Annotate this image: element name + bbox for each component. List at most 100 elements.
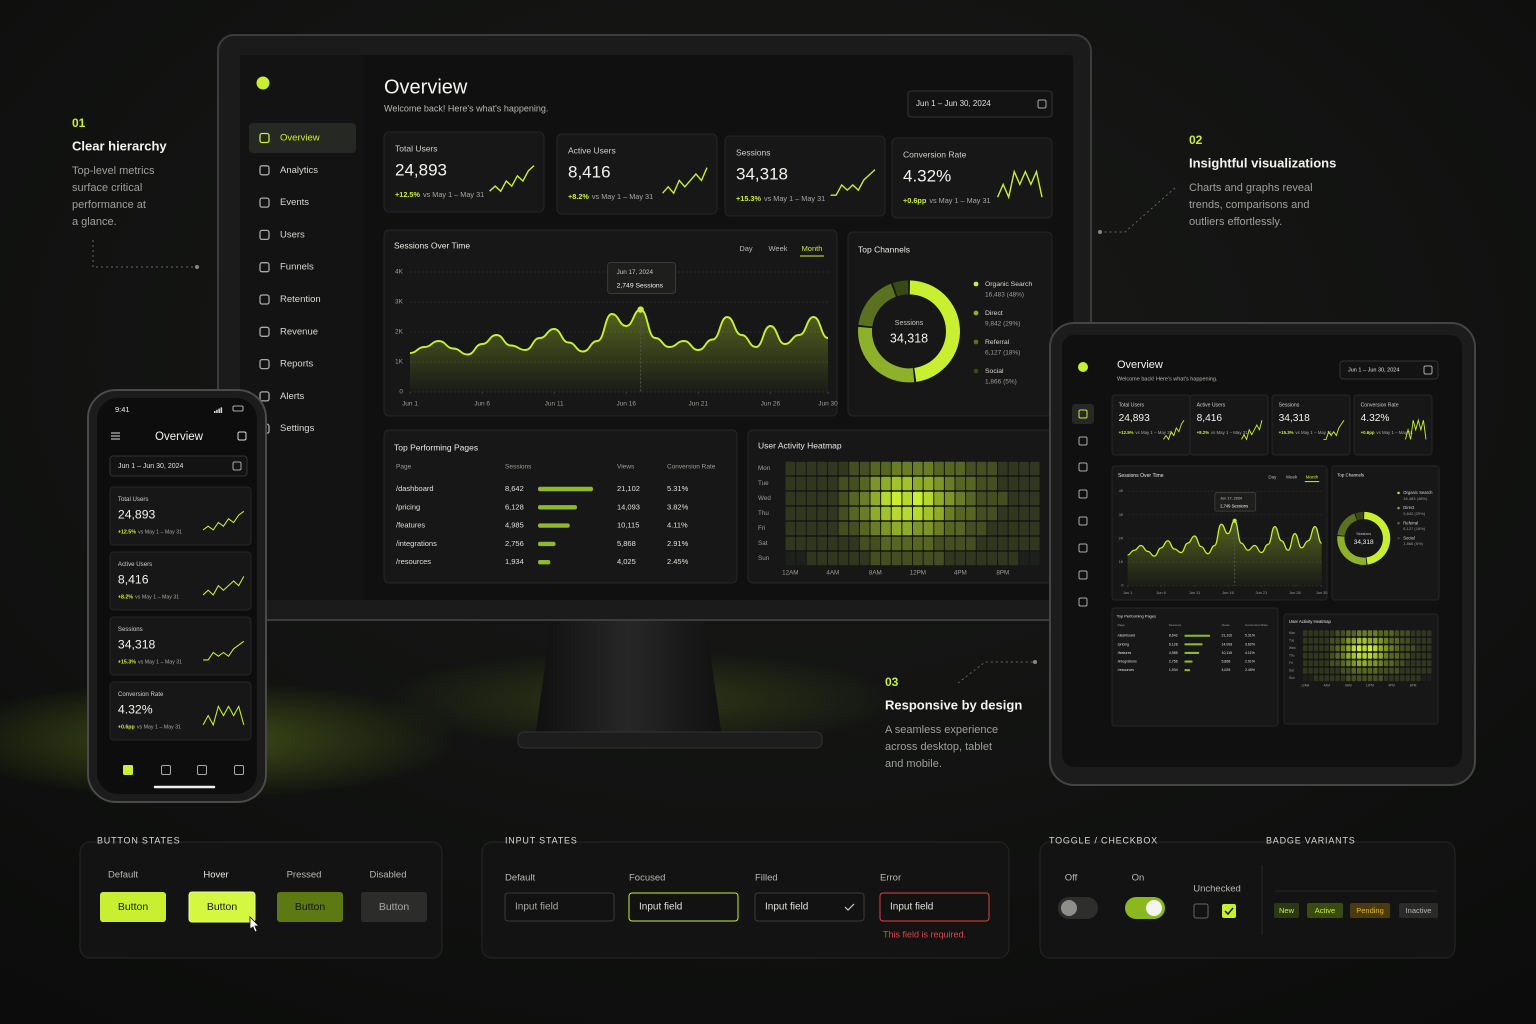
leader-dot [1098, 230, 1102, 234]
heat-cell [923, 506, 934, 521]
nav-icon [259, 197, 270, 208]
heat-cell [1410, 660, 1416, 667]
heat-cell [1427, 667, 1432, 674]
kpi-change-value: +12.5% [118, 530, 136, 536]
table-cell: 21,102 [1222, 634, 1233, 638]
badge [1274, 903, 1299, 918]
button[interactable] [277, 892, 343, 922]
heat-cell [902, 551, 912, 566]
nav-item[interactable]: Analytics [280, 165, 318, 176]
heat-cell [838, 536, 849, 551]
heat-cell [902, 506, 912, 521]
heat-cell [1405, 667, 1410, 674]
nav-icon [1078, 436, 1088, 446]
nav-item[interactable]: Settings [280, 423, 315, 434]
heat-cell [1378, 652, 1383, 659]
chart-tab[interactable]: Week [1286, 475, 1298, 480]
checkbox-checked[interactable] [1222, 904, 1236, 918]
kpi-value: 4.32% [903, 166, 951, 185]
kpi-period: vs May 1 – May 31 [138, 660, 182, 666]
date-picker[interactable] [1339, 360, 1439, 380]
nav-item[interactable]: Users [280, 229, 305, 240]
heat-cell [849, 491, 859, 506]
x-tick-label: Jun 16 [1222, 590, 1234, 595]
table-cell: 6,128 [505, 502, 524, 511]
day-label: Fri [1289, 661, 1293, 665]
heat-cell [934, 506, 944, 521]
chart-tab[interactable]: Month [802, 244, 823, 253]
nav-item[interactable]: Alerts [280, 391, 305, 402]
heat-cell [838, 491, 849, 506]
heat-cell [1303, 645, 1308, 652]
heat-cell [1303, 667, 1308, 674]
heat-cell [849, 551, 859, 566]
nav-item[interactable]: Events [280, 197, 309, 208]
nav-item[interactable]: Reports [280, 359, 314, 370]
date-picker[interactable] [907, 90, 1053, 118]
nav-icon [1078, 462, 1088, 472]
chart-tab[interactable]: Week [768, 244, 787, 253]
table-cell: 1,934 [505, 557, 524, 566]
annotation-text: surface critical [72, 182, 142, 194]
nav-item[interactable]: Retention [280, 294, 321, 305]
button[interactable] [100, 892, 166, 922]
heat-cell [1324, 675, 1329, 682]
heat-cell [870, 461, 881, 476]
chart-title: Top Channels [858, 244, 910, 254]
day-label: Tue [1289, 639, 1295, 643]
annotation-text: Charts and graphs reveal [1189, 182, 1313, 194]
hour-label: 4AM [826, 570, 839, 577]
heat-cell [1313, 645, 1319, 652]
heat-cell [1383, 645, 1389, 652]
chart-tab[interactable]: Day [1268, 475, 1277, 480]
input-field[interactable] [628, 892, 739, 922]
button[interactable] [361, 892, 427, 922]
heat-cell [1324, 630, 1329, 637]
kpi-value: 8,416 [118, 572, 149, 586]
nav-item[interactable]: Overview [280, 133, 320, 144]
table-header: Sessions [1169, 623, 1182, 627]
heat-cell [796, 551, 806, 566]
button[interactable] [188, 891, 256, 923]
date-picker[interactable] [109, 455, 248, 477]
legend-value: 1,866 (5%) [1403, 541, 1423, 546]
nav-icon [259, 358, 270, 370]
day-label: Mon [758, 465, 771, 472]
heat-cell [923, 551, 934, 566]
kpi-change-value: +0.6pp [903, 196, 927, 205]
badge-label: Inactive [1406, 906, 1432, 915]
input-field[interactable] [504, 892, 615, 922]
checkbox[interactable] [1193, 903, 1209, 919]
button-label: Button [207, 901, 238, 913]
heat-cell [1389, 667, 1394, 674]
heat-cell [1356, 637, 1362, 644]
heat-cell [881, 491, 891, 506]
table-cell: 2,756 [505, 539, 524, 548]
day-label: Thu [758, 510, 769, 517]
heat-cell [1319, 637, 1324, 644]
heat-cell [1351, 630, 1356, 637]
nav-item[interactable]: Funnels [280, 262, 314, 273]
table-cell: 5,868 [1222, 659, 1231, 663]
heat-cell [1319, 630, 1324, 637]
heat-cell [1340, 660, 1346, 667]
chart-tab[interactable]: Day [739, 244, 753, 253]
date-range: Jun 1 – Jun 30, 2024 [916, 99, 991, 108]
table-header: Page [396, 464, 412, 471]
nav-item[interactable]: Revenue [280, 326, 318, 337]
x-tick-label: Jun 21 [1256, 590, 1268, 595]
heat-cell [1351, 667, 1356, 674]
sparkline [1323, 419, 1345, 440]
heat-cell [966, 491, 976, 506]
input-field[interactable] [754, 892, 865, 922]
chart-tab[interactable]: Month [1306, 475, 1319, 480]
tooltip-point [1232, 518, 1237, 523]
heat-cell [828, 551, 838, 566]
heat-cell [1008, 476, 1019, 491]
table-cell: 1,934 [1169, 668, 1178, 672]
kpi-label: Conversion Rate [118, 691, 164, 698]
donut-segment [1337, 536, 1367, 565]
y-tick-label: 1K [395, 359, 404, 366]
input-field[interactable] [879, 892, 990, 922]
heat-cell [1356, 630, 1362, 637]
